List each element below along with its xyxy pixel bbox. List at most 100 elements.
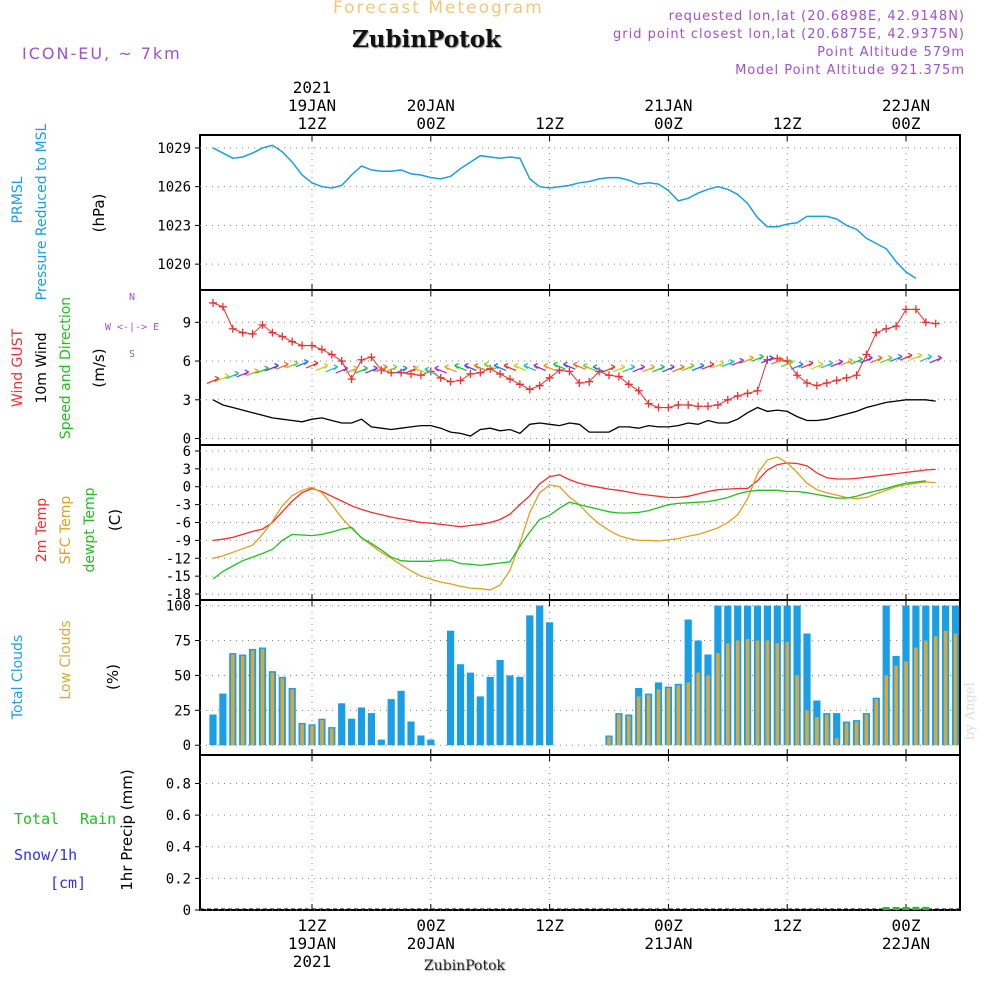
wind-direction-arrow <box>325 364 339 373</box>
y-tick-label: 100 <box>166 599 191 615</box>
rain-legend-rain: Rain <box>80 810 116 828</box>
total-cloud-bar <box>209 714 217 746</box>
total-cloud-bar <box>357 707 366 746</box>
bottom-axis-label: 12Z <box>298 916 327 935</box>
top-axis-label: 12Z <box>535 114 564 133</box>
low-cloud-bar <box>864 714 869 746</box>
top-axis-label: 12Z <box>773 114 802 133</box>
low-cloud-bar <box>874 699 879 746</box>
low-cloud-bar <box>716 653 720 746</box>
low-cloud-bar <box>904 661 908 746</box>
low-cloud-bar <box>250 650 255 746</box>
gust-marker <box>674 400 683 409</box>
total-cloud-bar <box>803 633 811 746</box>
rain-bar <box>912 906 920 910</box>
low-cloud-bar <box>280 678 285 746</box>
snow-units: [cm] <box>50 874 86 892</box>
y-tick-label: 0 <box>183 903 191 919</box>
total-cloud-bar <box>833 713 841 746</box>
wind-speed-line <box>212 399 936 437</box>
rain-bar <box>902 907 910 910</box>
wind-direction-arrow <box>523 362 537 372</box>
low-cloud-bar <box>706 675 710 746</box>
gust-marker <box>585 377 594 386</box>
precip-axis-label: 1hr Precip (mm) <box>118 769 136 890</box>
gust-marker <box>545 373 554 382</box>
wind-direction-arrow <box>741 355 754 364</box>
wind-direction-arrow <box>602 364 616 373</box>
wind-direction-arrow <box>483 361 497 370</box>
y-tick-label: 50 <box>174 668 191 684</box>
y-tick-label: 1020 <box>157 257 191 273</box>
wind-direction-arrow <box>335 365 349 374</box>
y-tick-label: -18 <box>166 587 191 603</box>
top-axis-label: 12Z <box>298 114 327 133</box>
footer-location: ZubinPotok <box>424 958 506 974</box>
bottom-axis-label: 2021 <box>293 952 332 971</box>
wind-direction-arrow <box>236 369 250 378</box>
low-cloud-bar <box>953 633 958 746</box>
low-cloud-bar <box>745 639 750 746</box>
wind-direction-arrow <box>572 361 586 370</box>
total-cloud-bar <box>546 622 554 746</box>
gust-marker <box>634 386 643 395</box>
total-cloud-bar <box>377 739 385 746</box>
model-point-altitude: Model Point Altitude 921.375m <box>735 63 965 78</box>
pressure-units: (hPa) <box>90 194 108 233</box>
low-cloud-bar <box>795 675 799 746</box>
wind-direction-arrow <box>276 361 289 370</box>
compass-label: W <-|-> E <box>105 322 159 333</box>
low-cloud-bar <box>735 640 740 746</box>
gust-marker <box>605 371 613 380</box>
wind-direction-arrow <box>473 362 487 372</box>
bottom-axis-label: 20JAN <box>407 934 455 953</box>
low-cloud-bar <box>231 654 235 746</box>
gust-marker <box>525 385 534 394</box>
wind-direction-arrow <box>414 365 428 374</box>
compass-north: N <box>129 292 135 303</box>
sfc-temp-axis-label: SFC Temp <box>58 496 74 565</box>
y-tick-label: -12 <box>166 551 191 567</box>
gust-marker <box>248 329 257 338</box>
wind-direction-arrow <box>533 362 546 372</box>
total-cloud-bar <box>387 699 395 746</box>
gust-marker <box>694 402 703 411</box>
gust-marker <box>872 328 881 337</box>
wind-direction-arrow <box>513 362 527 372</box>
low-cloud-bar <box>696 672 700 746</box>
gust-marker <box>298 341 307 350</box>
wind-direction-arrow <box>365 365 378 374</box>
y-tick-label: 9 <box>183 315 191 331</box>
gust-marker <box>367 353 376 362</box>
y-tick-label: 3 <box>183 462 191 478</box>
wind-direction-arrow <box>315 362 329 372</box>
wind-direction-arrow <box>553 361 566 370</box>
snow-legend: Snow/1h <box>14 846 77 864</box>
gust-marker <box>218 302 227 311</box>
low-cloud-bar <box>765 640 770 746</box>
wind-direction-arrow <box>771 356 784 365</box>
low-cloud-bar <box>884 675 888 746</box>
y-tick-label: 1023 <box>157 218 191 234</box>
low-cloud-bar <box>320 720 324 746</box>
bottom-axis-label: 21JAN <box>644 934 692 953</box>
panel-frame <box>199 754 961 911</box>
y-tick-label: 6 <box>183 444 191 460</box>
gust-marker <box>515 380 524 389</box>
wind-direction-arrow <box>850 356 863 365</box>
gust-marker <box>535 381 544 390</box>
wind-direction-arrow <box>454 362 467 372</box>
y-tick-label: 1026 <box>157 180 191 196</box>
temp-axis-label: 2m Temp <box>34 498 50 562</box>
bottom-axis-label: 00Z <box>892 916 921 935</box>
wind-direction-arrow <box>394 365 408 374</box>
low-cloud-bar <box>805 710 809 746</box>
gust-marker <box>624 380 633 389</box>
low-cloud-bar <box>834 738 839 746</box>
y-tick-label: 0 <box>183 480 191 496</box>
y-tick-label: 0.6 <box>166 808 191 824</box>
wind-direction-arrow <box>919 353 933 363</box>
closest-coordinates: grid point closest lon,lat (20.6875E, 42… <box>613 27 965 42</box>
wind-direction-arrow <box>761 355 774 364</box>
wind-direction-arrow <box>929 355 943 364</box>
